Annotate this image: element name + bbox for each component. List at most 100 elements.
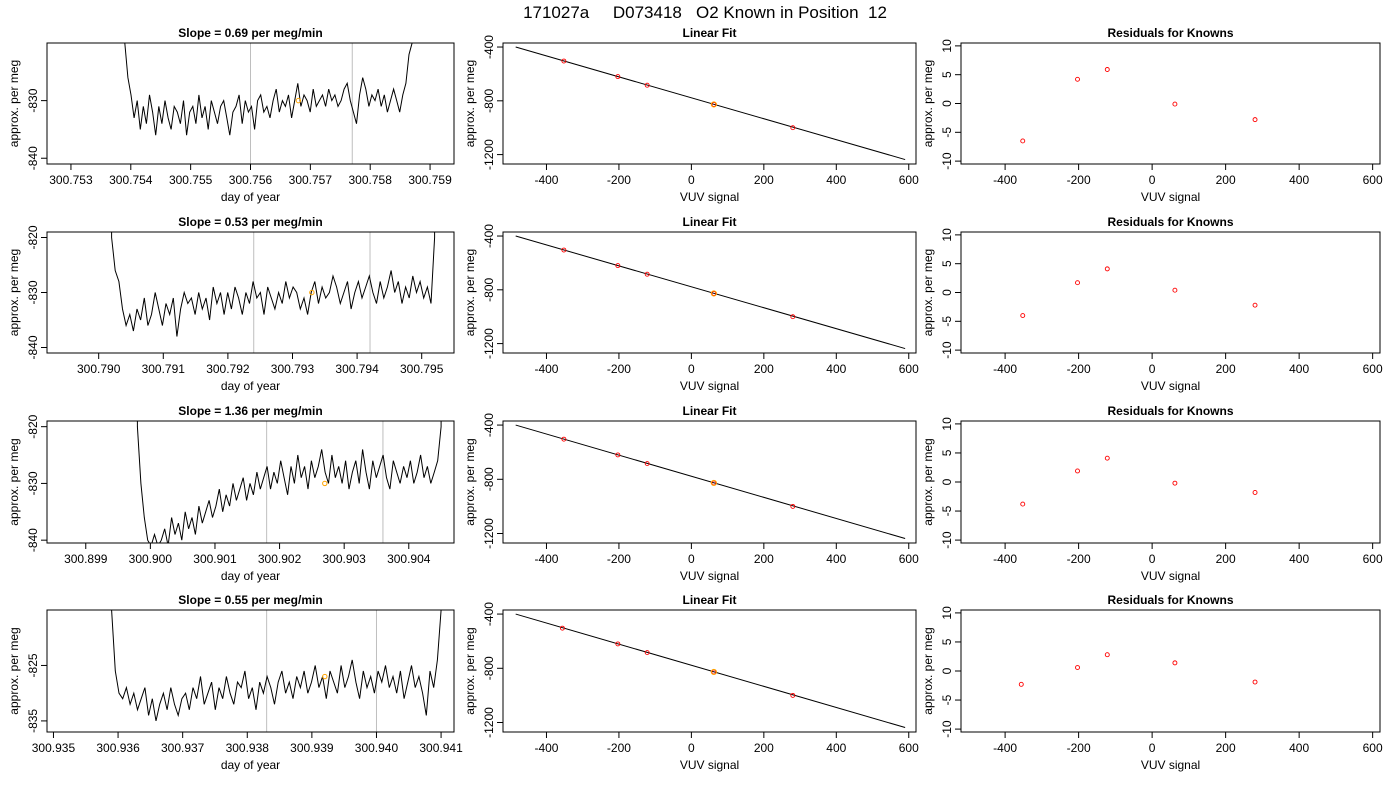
x-axis-label: VUV signal: [680, 758, 739, 772]
fit-line: [515, 235, 906, 350]
y-tick-label: -840: [26, 528, 40, 552]
x-tick-label: -400: [993, 173, 1017, 187]
x-axis-label: day of year: [221, 758, 280, 772]
panel-title: Slope = 0.69 per meg/min: [178, 26, 322, 40]
y-tick-label: -400: [482, 224, 496, 248]
plot-frame: [960, 609, 1381, 733]
y-axis-label: approx. per meg: [463, 249, 477, 336]
x-axis-label: VUV signal: [680, 379, 739, 393]
y-tick-label: 10: [940, 606, 954, 620]
data-point: [1075, 280, 1080, 286]
data-point: [615, 452, 621, 458]
x-tick-label: -200: [607, 552, 631, 566]
y-tick-label: -1200: [482, 328, 496, 359]
data-point: [561, 247, 567, 253]
data-point: [1252, 490, 1258, 495]
x-axis-label: VUV signal: [1141, 569, 1200, 583]
x-axis-label: VUV signal: [680, 190, 739, 204]
panels: Slope = 0.69 per meg/min 300.753 300.754 30…: [7, 26, 1383, 772]
y-axis-label: approx. per meg: [7, 627, 21, 714]
x-tick-label: 300.758: [349, 173, 393, 187]
data-point: [1252, 117, 1258, 123]
x-axis-label: VUV signal: [680, 569, 739, 583]
plot-frame: [46, 609, 455, 733]
y-tick-label: 10: [940, 39, 954, 53]
panel-row2-fit: Linear Fit -400 -200 0 200 400 600 -400 -800 -120…: [463, 215, 919, 393]
x-tick-label: 400: [1289, 173, 1309, 187]
marker-point: [322, 673, 328, 680]
y-tick-label: -830: [26, 471, 40, 495]
plot-area: [1020, 266, 1258, 318]
y-tick-label: 0: [940, 289, 954, 296]
x-axis-label: VUV signal: [1141, 379, 1200, 393]
trace-line: [111, 232, 436, 337]
trace-line: [136, 421, 442, 543]
y-axis-label: approx. per meg: [463, 438, 477, 525]
panel-title: Linear Fit: [682, 215, 736, 229]
y-axis-label: approx. per meg: [921, 249, 935, 336]
highlight-point: [710, 668, 717, 676]
x-tick-label: 300.791: [142, 362, 186, 376]
y-tick-label: 10: [940, 228, 954, 242]
x-tick-label: 300.754: [109, 173, 153, 187]
x-tick-label: 400: [826, 362, 846, 376]
data-point: [711, 101, 717, 107]
x-tick-label: 200: [754, 362, 774, 376]
y-tick-label: -830: [26, 280, 40, 304]
plot-frame: [960, 231, 1381, 354]
x-tick-label: 0: [688, 173, 695, 187]
plot-area: [1020, 455, 1258, 507]
x-tick-label: 300.937: [161, 741, 205, 755]
x-tick-label: 200: [754, 173, 774, 187]
x-tick-label: 0: [1149, 362, 1156, 376]
plot-frame: [502, 609, 917, 733]
data-point: [711, 480, 717, 486]
data-point: [615, 74, 621, 80]
x-tick-label: -200: [607, 741, 631, 755]
y-tick-label: 0: [940, 667, 954, 674]
plot-area: [111, 610, 442, 732]
x-tick-label: 400: [826, 741, 846, 755]
x-tick-label: -400: [993, 362, 1017, 376]
marker-point: [295, 97, 302, 104]
y-tick-label: 10: [940, 417, 954, 431]
trace-line: [111, 610, 442, 722]
x-tick-label: 400: [1289, 362, 1309, 376]
x-tick-label: 200: [1216, 362, 1236, 376]
panel-title: Linear Fit: [682, 593, 736, 607]
y-tick-label: -800: [482, 277, 496, 301]
y-axis-label: approx. per meg: [7, 438, 21, 525]
x-axis-label: VUV signal: [1141, 758, 1200, 772]
y-tick-label: 5: [940, 71, 954, 78]
x-tick-label: 300.899: [64, 552, 108, 566]
panel-title: Residuals for Knowns: [1107, 26, 1233, 40]
x-tick-label: 400: [1289, 552, 1309, 566]
data-point: [790, 314, 796, 320]
data-point: [644, 650, 650, 656]
x-tick-label: 300.939: [290, 741, 334, 755]
panel-row4-fit: Linear Fit -400 -200 0 200 400 600 -400 -800 -120…: [463, 593, 919, 772]
x-tick-label: 600: [899, 173, 919, 187]
panel-title: Slope = 1.36 per meg/min: [178, 404, 322, 418]
y-tick-label: -10: [940, 341, 954, 359]
x-tick-label: 200: [1216, 173, 1236, 187]
x-tick-label: -400: [534, 552, 558, 566]
plot-area: [124, 43, 413, 164]
x-tick-label: 400: [826, 552, 846, 566]
x-axis-label: day of year: [221, 569, 280, 583]
data-point: [1018, 681, 1024, 687]
data-point: [711, 290, 717, 296]
plot-frame: [960, 42, 1381, 165]
data-point: [615, 641, 621, 647]
x-tick-label: 300.755: [169, 173, 213, 187]
y-tick-label: -820: [26, 225, 40, 249]
x-tick-label: 300.756: [229, 173, 273, 187]
x-tick-label: 0: [1149, 173, 1156, 187]
y-tick-label: -800: [482, 656, 496, 680]
x-tick-label: 200: [754, 741, 774, 755]
x-tick-label: 300.900: [129, 552, 173, 566]
x-tick-label: 0: [1149, 741, 1156, 755]
data-point: [1172, 287, 1178, 293]
plot-frame: [960, 420, 1381, 544]
x-tick-label: 300.795: [400, 362, 444, 376]
